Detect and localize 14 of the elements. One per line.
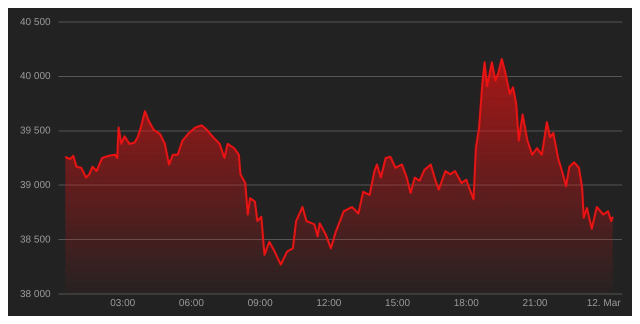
y-tick-label: 39 000 [20, 180, 52, 191]
x-tick-label: 06:00 [178, 298, 204, 309]
x-tick-label: 03:00 [110, 298, 136, 309]
x-tick-label: 12. Mar [586, 298, 622, 309]
y-tick-label: 39 500 [20, 126, 52, 137]
x-tick-label: 12:00 [316, 298, 342, 309]
y-tick-label: 40 000 [20, 71, 52, 82]
x-tick-label: 21:00 [522, 298, 548, 309]
x-tick-label: 09:00 [248, 298, 274, 309]
x-tick-label: 18:00 [454, 298, 480, 309]
y-tick-label: 38 500 [20, 234, 52, 246]
x-tick-label: 15:00 [385, 298, 410, 309]
y-tick-label: 40 500 [20, 16, 52, 28]
y-tick-label: 38 000 [20, 288, 52, 300]
